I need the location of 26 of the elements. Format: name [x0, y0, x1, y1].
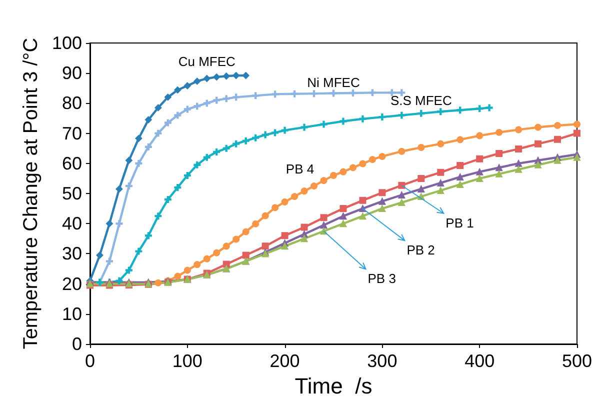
y-tick-label: 60 — [62, 153, 82, 174]
y-tick-label: 80 — [62, 93, 82, 114]
y-tick-label: 40 — [62, 214, 82, 234]
text: PB 1 — [446, 215, 474, 230]
y-tick-label: 50 — [62, 184, 82, 204]
x-tick-label: 200 — [270, 351, 300, 371]
series-label: Cu MFEC — [178, 54, 236, 70]
y-axis-title: Temperature Change at Point 3 /°C — [20, 38, 42, 350]
y-tick-label: 100 — [52, 33, 82, 53]
series-label: S.S MFEC — [390, 92, 452, 108]
x-tick-label: 100 — [172, 351, 202, 371]
x-tick-label: 400 — [464, 351, 495, 371]
text: PB 3 — [368, 271, 396, 286]
x-tick-label: 300 — [367, 351, 398, 371]
y-tick-label: 0 — [72, 334, 82, 354]
y-tick-label: 20 — [62, 274, 82, 294]
y-tick-label: 10 — [62, 304, 82, 324]
text: PB 2 — [406, 242, 435, 258]
series-label: PB 4 — [286, 161, 314, 176]
y-tick-label: 90 — [62, 63, 82, 84]
series-label: Ni MFEC — [307, 74, 360, 90]
x-tick-label: 500 — [562, 351, 592, 371]
y-tick-label: 30 — [62, 244, 82, 264]
x-axis-title: Time /s — [294, 373, 372, 398]
x-tick-label: 0 — [84, 351, 96, 371]
y-tick-label: 70 — [62, 123, 82, 144]
